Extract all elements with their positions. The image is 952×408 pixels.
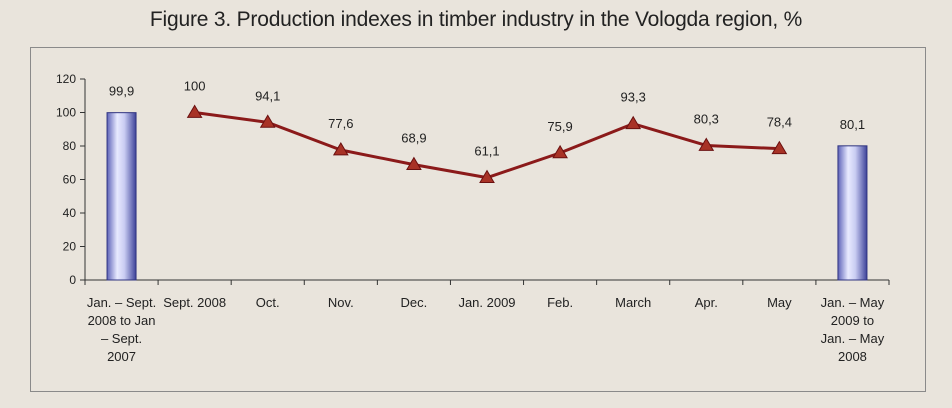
bar-data-label: 99,9	[109, 84, 134, 99]
x-category-label: 2008	[838, 349, 867, 364]
x-category-label: Feb.	[547, 295, 573, 310]
line-point-marker	[406, 156, 422, 170]
line-point-marker	[332, 142, 349, 156]
y-tick-label: 20	[63, 240, 77, 254]
y-tick-label: 40	[63, 206, 77, 220]
x-category-label: Oct.	[256, 295, 280, 310]
x-category-label: Dec.	[401, 295, 428, 310]
line-point-marker	[625, 115, 642, 130]
x-category-label: 2008 to Jan	[88, 313, 156, 328]
line-point-marker	[771, 140, 788, 155]
line-data-label: 61,1	[474, 144, 499, 159]
chart-title: Figure 3. Production indexes in timber i…	[149, 8, 803, 31]
x-category-label: Jan. – Sept.	[87, 295, 156, 310]
line-point-marker	[186, 104, 203, 118]
x-category-label: Apr.	[695, 295, 718, 310]
line-data-label: 68,9	[401, 131, 426, 146]
chart-plot: 0 20 40 60 80 100 120 Jan. – Sept. 2008 to Jan –…	[56, 72, 890, 364]
line-data-label: 93,3	[621, 90, 646, 105]
line-point-marker	[552, 144, 568, 159]
line-data-label: 77,6	[328, 116, 353, 131]
y-tick-label: 0	[69, 273, 76, 287]
bar	[837, 145, 868, 281]
x-category-label: – Sept.	[101, 331, 142, 346]
line-point-marker	[479, 169, 495, 184]
x-category-label: 2007	[107, 349, 136, 364]
x-category-label: Jan. – May	[821, 331, 885, 346]
x-category-label: Jan. – May	[821, 295, 885, 310]
bar	[106, 112, 137, 281]
x-category-label: May	[767, 295, 792, 310]
x-category-label: Jan. 2009	[458, 295, 515, 310]
line-data-label: 80,3	[694, 111, 719, 126]
y-tick-label: 120	[56, 72, 76, 86]
chart-frame: 0 20 40 60 80 100 120 Jan. – Sept. 2008 to Jan –…	[30, 47, 926, 392]
y-tick-label: 100	[56, 106, 76, 120]
y-tick-label: 80	[63, 139, 77, 153]
line-point-marker	[259, 114, 276, 128]
line-data-label: 100	[184, 79, 206, 94]
line-point-marker	[698, 137, 715, 151]
line-data-label: 75,9	[547, 119, 572, 134]
line-data-label: 94,1	[255, 88, 280, 103]
bar-data-label: 80,1	[840, 117, 865, 132]
x-category-label: March	[615, 295, 651, 310]
y-tick-label: 60	[63, 173, 77, 187]
x-category-label: 2009 to	[831, 313, 874, 328]
x-category-label: Sept. 2008	[163, 295, 226, 310]
line-data-label: 78,4	[767, 115, 792, 130]
x-category-label: Nov.	[328, 295, 354, 310]
